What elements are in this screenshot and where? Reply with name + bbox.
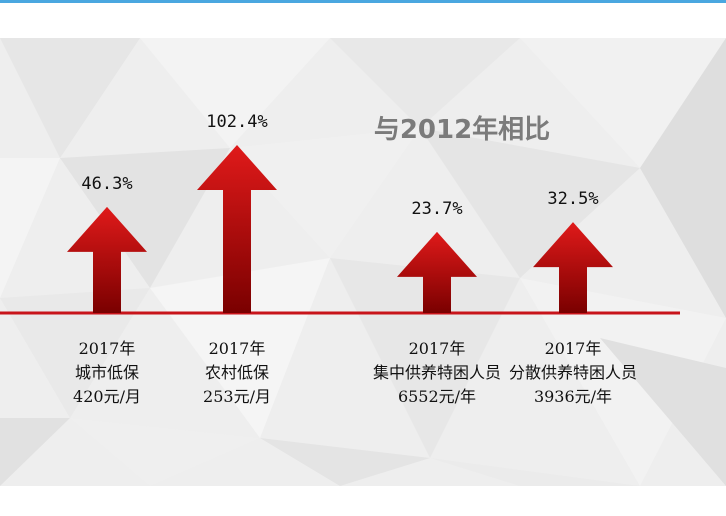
- category-year-label: 2017年: [79, 339, 136, 358]
- category-year-label: 2017年: [409, 339, 466, 358]
- arrow-bar: [197, 145, 277, 313]
- value-label: 46.3%: [81, 174, 132, 194]
- category-year-label: 2017年: [209, 339, 266, 358]
- top-accent-bar: [0, 0, 726, 3]
- category-year-label: 2017年: [545, 339, 602, 358]
- category-name-label: 集中供养特困人员: [373, 363, 501, 382]
- category-name-label: 农村低保: [205, 363, 269, 382]
- category-name-label: 城市低保: [75, 363, 139, 382]
- arrow-bar: [397, 231, 477, 313]
- category-name-label: 分散供养特困人员: [509, 363, 637, 382]
- arrow-bar: [533, 222, 613, 313]
- chart-title: 与2012年相比: [374, 114, 550, 145]
- category-amount-label: 253元/月: [203, 387, 271, 406]
- arrow-bar: [67, 206, 147, 313]
- slide-background: [0, 38, 726, 486]
- lowpoly-background: [0, 38, 726, 486]
- value-label: 102.4%: [206, 112, 267, 132]
- category-amount-label: 420元/月: [73, 387, 141, 406]
- category-amount-label: 6552元/年: [398, 387, 476, 406]
- category-amount-label: 3936元/年: [534, 387, 612, 406]
- value-label: 32.5%: [547, 189, 598, 209]
- value-label: 23.7%: [411, 199, 462, 219]
